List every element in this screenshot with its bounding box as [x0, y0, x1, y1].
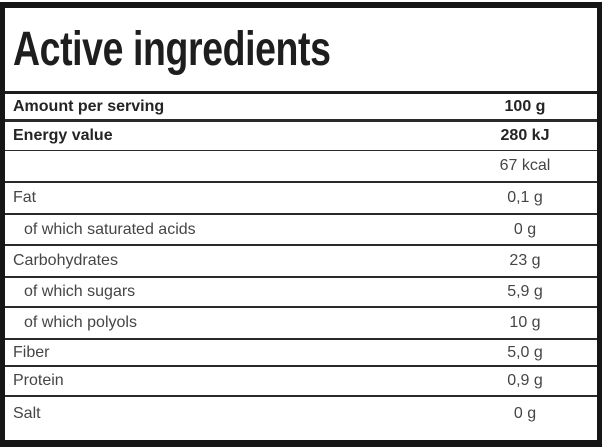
row-value: 0,9 g: [507, 372, 543, 389]
table-row-fiber: Fiber 5,0 g: [5, 340, 597, 367]
row-value: 5,9 g: [507, 283, 543, 300]
row-value: 0 g: [513, 404, 537, 422]
table-row-polyols: of which polyols 10 g: [5, 308, 597, 340]
row-label: Fiber: [13, 343, 50, 361]
table-row-energy-value: Energy value 280 kJ: [5, 122, 597, 151]
row-label: Protein: [13, 372, 64, 389]
row-value: 280 kJ: [500, 127, 550, 144]
row-value: 10 g: [509, 314, 541, 331]
row-value: 0 g: [513, 220, 537, 238]
row-label: Carbohydrates: [13, 252, 118, 269]
row-value: 0,1 g: [507, 189, 543, 206]
table-row-protein: Protein 0,9 g: [5, 367, 597, 397]
table-title-row: Active ingredients: [5, 8, 597, 94]
row-value: 67 kcal: [499, 157, 551, 174]
table-title: Active ingredients: [13, 23, 331, 76]
table-row-sugars: of which sugars 5,9 g: [5, 278, 597, 308]
table-row-carbohydrates: Carbohydrates 23 g: [5, 246, 597, 278]
table-row-fat: Fat 0,1 g: [5, 183, 597, 215]
row-label: Amount per serving: [13, 97, 165, 115]
row-label: of which polyols: [24, 314, 137, 331]
row-value: 23 g: [509, 252, 541, 269]
table-row-salt: Salt 0 g: [5, 397, 597, 430]
row-label: of which saturated acids: [24, 220, 196, 238]
table-row-saturated-acids: of which saturated acids 0 g: [5, 215, 597, 246]
row-value: 5,0 g: [507, 343, 543, 361]
table-row-amount-per-serving: Amount per serving 100 g: [5, 94, 597, 122]
row-label: Energy value: [13, 127, 113, 144]
row-label: Salt: [13, 404, 41, 422]
row-label: of which sugars: [24, 283, 136, 300]
row-label: Fat: [13, 189, 37, 206]
table-row-energy-kcal: 67 kcal: [5, 151, 597, 183]
row-value: 100 g: [504, 97, 546, 115]
